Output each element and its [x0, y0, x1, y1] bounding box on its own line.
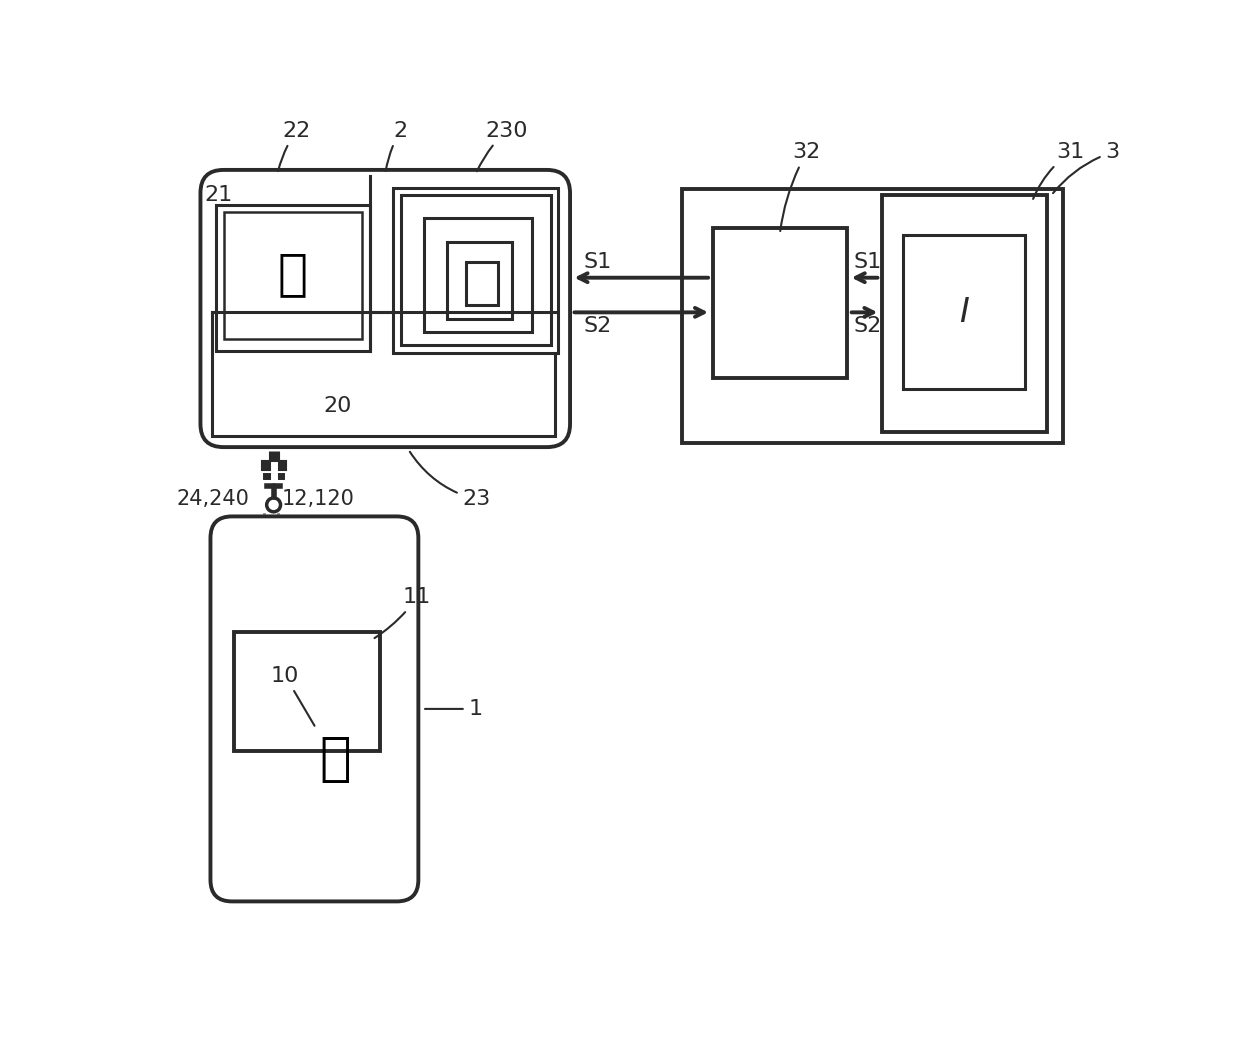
Bar: [212, 313, 554, 436]
Bar: [216, 204, 370, 351]
Bar: [466, 263, 498, 305]
Bar: [882, 196, 1048, 433]
Bar: [233, 631, 379, 752]
Text: I: I: [960, 296, 970, 328]
FancyBboxPatch shape: [201, 170, 570, 448]
Text: 3: 3: [1053, 142, 1120, 193]
Bar: [713, 227, 847, 377]
Text: 21: 21: [205, 185, 233, 205]
Text: S2: S2: [584, 316, 613, 336]
Text: 10: 10: [272, 665, 315, 726]
Text: 1: 1: [425, 698, 482, 719]
Text: 20: 20: [322, 396, 351, 417]
Text: 23: 23: [410, 452, 491, 509]
Text: 31: 31: [1033, 142, 1085, 199]
Text: 32: 32: [780, 142, 821, 231]
Text: 230: 230: [477, 120, 528, 171]
Bar: [682, 189, 1063, 443]
Text: 🔑: 🔑: [278, 250, 308, 298]
Text: 12,120: 12,120: [281, 489, 355, 509]
Text: 2: 2: [386, 120, 408, 171]
Text: 24,240: 24,240: [176, 489, 249, 509]
Text: S2: S2: [853, 316, 882, 336]
Bar: [393, 188, 558, 353]
Text: 11: 11: [374, 587, 432, 638]
Bar: [904, 235, 1025, 389]
Text: 22: 22: [278, 120, 311, 171]
FancyBboxPatch shape: [211, 517, 418, 901]
Bar: [446, 241, 512, 319]
Bar: [424, 218, 532, 333]
Text: S1: S1: [584, 252, 613, 271]
Bar: [223, 213, 362, 339]
Text: 🔑: 🔑: [320, 733, 351, 784]
Text: S1: S1: [853, 252, 882, 271]
Bar: [401, 196, 551, 345]
